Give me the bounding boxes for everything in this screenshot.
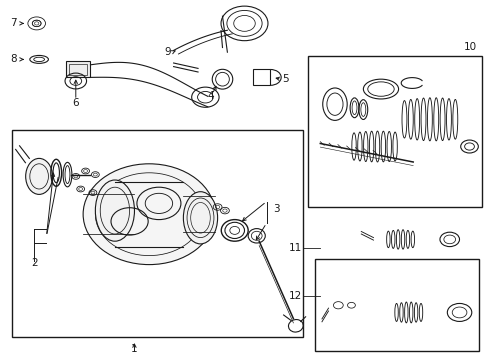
Bar — [252, 69, 270, 85]
Text: 7: 7 — [10, 18, 17, 28]
Text: 1: 1 — [131, 344, 138, 354]
Text: 8: 8 — [10, 54, 17, 64]
Text: 6: 6 — [72, 98, 79, 108]
Text: 4: 4 — [206, 91, 213, 102]
Text: 2: 2 — [31, 258, 38, 268]
Text: 10: 10 — [463, 42, 476, 52]
Text: 3: 3 — [272, 204, 279, 214]
Text: 12: 12 — [288, 291, 302, 301]
Text: 5: 5 — [282, 74, 289, 84]
Bar — [307, 56, 481, 207]
Ellipse shape — [26, 158, 53, 194]
Bar — [69, 64, 87, 75]
Text: 9: 9 — [163, 47, 170, 57]
Ellipse shape — [83, 164, 215, 265]
Ellipse shape — [95, 180, 134, 241]
Bar — [315, 259, 478, 351]
Bar — [66, 61, 90, 77]
Ellipse shape — [183, 192, 217, 244]
Bar — [12, 130, 303, 337]
Text: 11: 11 — [288, 243, 302, 253]
